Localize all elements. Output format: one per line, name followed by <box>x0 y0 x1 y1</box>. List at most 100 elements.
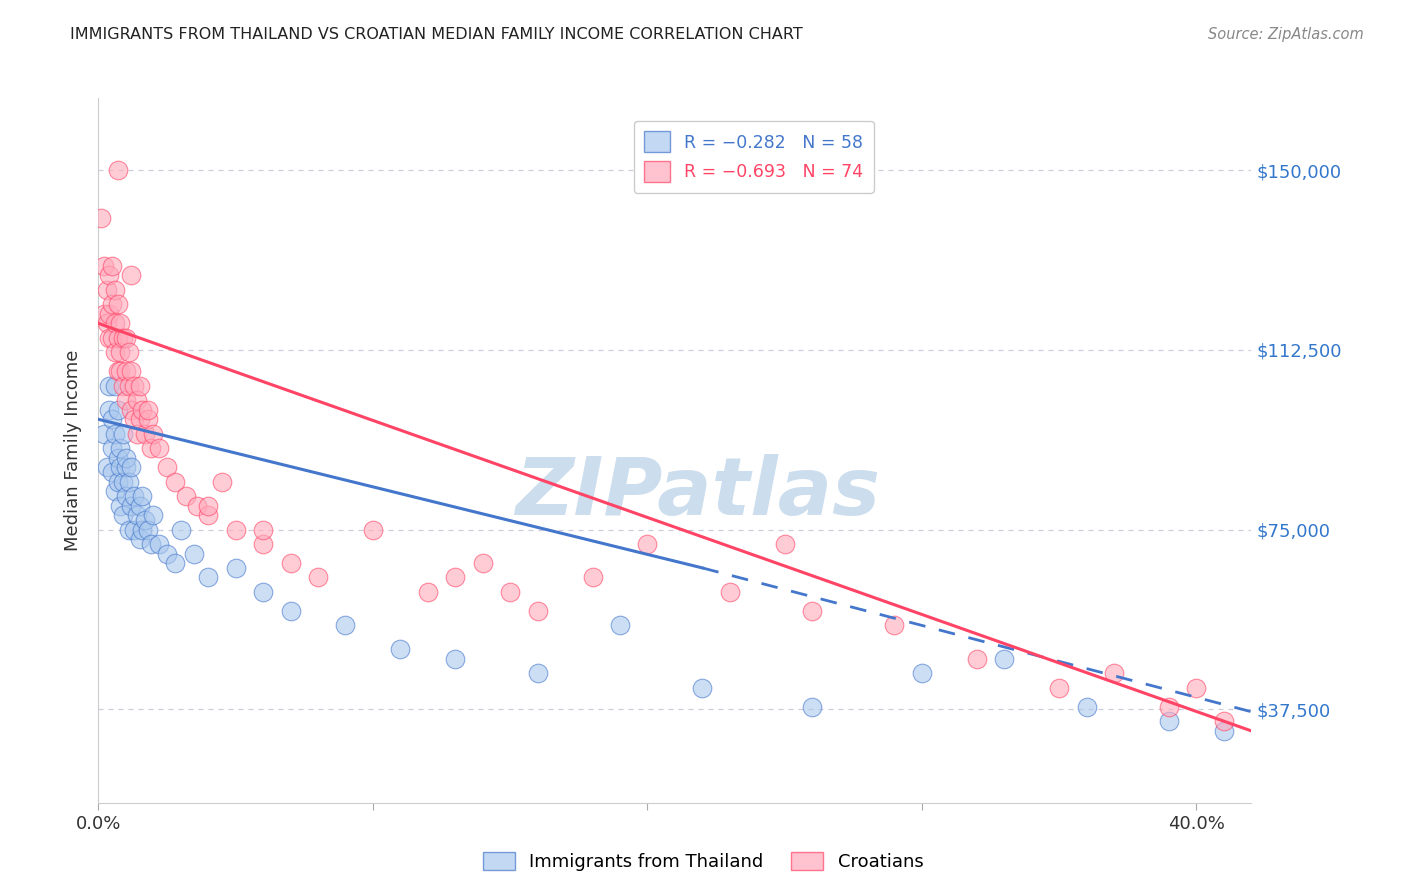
Point <box>120 402 142 417</box>
Point <box>211 475 233 489</box>
Point <box>104 317 127 331</box>
Point <box>128 412 150 426</box>
Point <box>128 499 150 513</box>
Point <box>98 402 121 417</box>
Point <box>1185 681 1208 695</box>
Point <box>110 441 132 455</box>
Point <box>104 484 127 499</box>
Point <box>107 331 129 345</box>
Point <box>174 489 197 503</box>
Point <box>112 508 135 523</box>
Point <box>165 475 187 489</box>
Point <box>117 378 139 392</box>
Point <box>93 426 115 441</box>
Legend: Immigrants from Thailand, Croatians: Immigrants from Thailand, Croatians <box>475 845 931 879</box>
Point <box>692 681 714 695</box>
Point <box>1076 700 1098 714</box>
Point <box>526 666 548 681</box>
Point <box>117 523 139 537</box>
Point <box>128 532 150 546</box>
Text: Source: ZipAtlas.com: Source: ZipAtlas.com <box>1208 27 1364 42</box>
Point <box>125 393 148 408</box>
Point <box>98 268 121 283</box>
Point <box>993 652 1015 666</box>
Point <box>148 441 170 455</box>
Point <box>136 402 159 417</box>
Point <box>335 618 357 632</box>
Point <box>104 426 127 441</box>
Point <box>96 460 118 475</box>
Point <box>165 556 187 570</box>
Point <box>801 700 824 714</box>
Legend: R = −0.282   N = 58, R = −0.693   N = 74: R = −0.282 N = 58, R = −0.693 N = 74 <box>634 121 873 193</box>
Point <box>883 618 905 632</box>
Point <box>307 570 329 584</box>
Point <box>115 489 138 503</box>
Point <box>98 331 121 345</box>
Point <box>122 489 145 503</box>
Point <box>1047 681 1070 695</box>
Point <box>142 426 165 441</box>
Point <box>122 378 145 392</box>
Point <box>107 402 129 417</box>
Point <box>136 523 159 537</box>
Point <box>1157 714 1180 729</box>
Point <box>280 556 302 570</box>
Point <box>112 378 135 392</box>
Point <box>444 652 467 666</box>
Point <box>112 331 135 345</box>
Point <box>107 364 129 378</box>
Point <box>101 297 124 311</box>
Point <box>361 523 384 537</box>
Point <box>252 585 274 599</box>
Point <box>170 523 193 537</box>
Point <box>115 460 138 475</box>
Text: ZIPatlas: ZIPatlas <box>516 454 880 532</box>
Point <box>134 513 156 527</box>
Point <box>120 364 142 378</box>
Point <box>98 307 121 321</box>
Point <box>636 537 658 551</box>
Point <box>101 331 124 345</box>
Point <box>104 345 127 359</box>
Point <box>101 259 124 273</box>
Point <box>183 547 205 561</box>
Point <box>444 570 467 584</box>
Point <box>115 364 138 378</box>
Y-axis label: Median Family Income: Median Family Income <box>65 350 83 551</box>
Point <box>773 537 796 551</box>
Point <box>280 604 302 618</box>
Point <box>801 604 824 618</box>
Point <box>148 537 170 551</box>
Point <box>122 412 145 426</box>
Point <box>101 441 124 455</box>
Point <box>104 378 127 392</box>
Point <box>107 450 129 465</box>
Point <box>252 523 274 537</box>
Point <box>197 499 219 513</box>
Point <box>609 618 631 632</box>
Point <box>101 412 124 426</box>
Point <box>96 317 118 331</box>
Point <box>115 450 138 465</box>
Point <box>93 259 115 273</box>
Point <box>718 585 741 599</box>
Point <box>471 556 494 570</box>
Point <box>122 523 145 537</box>
Point <box>389 642 412 657</box>
Point <box>98 378 121 392</box>
Point <box>117 345 139 359</box>
Point <box>911 666 934 681</box>
Point <box>131 402 153 417</box>
Point <box>1102 666 1125 681</box>
Point <box>526 604 548 618</box>
Point <box>136 412 159 426</box>
Point <box>131 489 153 503</box>
Point <box>110 499 132 513</box>
Point <box>139 537 162 551</box>
Point <box>186 499 208 513</box>
Point <box>225 523 247 537</box>
Point <box>966 652 988 666</box>
Point <box>1212 723 1234 738</box>
Point <box>252 537 274 551</box>
